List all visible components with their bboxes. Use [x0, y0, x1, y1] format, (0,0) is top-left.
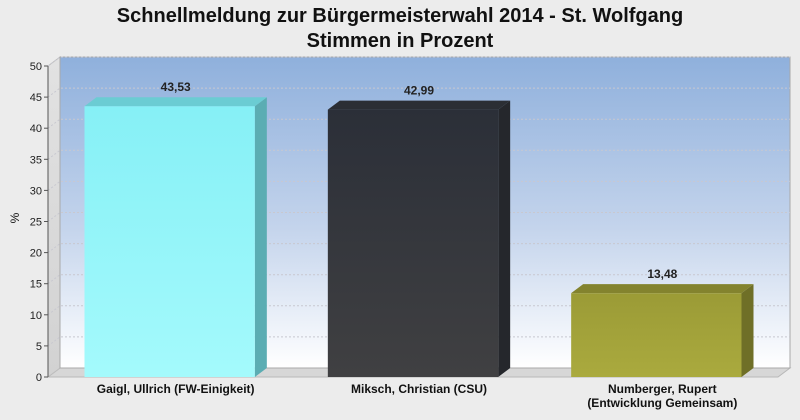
bar-front [84, 106, 255, 377]
bar [327, 100, 511, 377]
y-tick-label: 5 [36, 341, 42, 353]
grid-line [47, 87, 790, 98]
y-tick-label: 30 [30, 185, 42, 197]
bar [84, 97, 267, 377]
chart-subtitle: Stimmen in Prozent [306, 30, 494, 52]
bar-side [254, 97, 267, 377]
x-category-label: Numberger, Rupert (Entwicklung Gemeinsam) [587, 382, 737, 410]
y-axis: 0 5 10 15 20 25 30 35 40 45 50 [30, 61, 49, 384]
chart-title-block: Schnellmeldung zur Bürgermeisterwahl 201… [0, 4, 800, 54]
y-axis-label: % [8, 212, 22, 223]
x-axis: Gaigl, Ullrich (FW-Einigkeit) Miksch, Chr… [97, 382, 738, 410]
bar-front [327, 109, 499, 377]
bar [571, 284, 754, 377]
y-tick-label: 35 [30, 154, 42, 166]
y-tick-label: 0 [36, 372, 42, 384]
bar-side [741, 284, 754, 377]
data-label: 13,48 [647, 267, 677, 281]
data-label: 42,99 [404, 84, 434, 98]
y-tick-label: 50 [30, 61, 42, 73]
data-labels: 43,53 42,99 13,48 [161, 80, 678, 281]
y-tick-label: 25 [30, 217, 42, 229]
grid-line [47, 212, 790, 222]
grid-line [47, 336, 790, 347]
bar-top [571, 284, 754, 294]
y-tick-label: 45 [30, 92, 42, 104]
grid-line [47, 180, 790, 191]
grid-line [47, 56, 790, 67]
x-category-label: Miksch, Christian (CSU) [351, 382, 487, 396]
grid-line [47, 274, 790, 285]
y-tick-label: 15 [30, 279, 42, 291]
bar-top [327, 100, 511, 110]
y-tick-label: 10 [30, 310, 42, 322]
chart-title: Schnellmeldung zur Bürgermeisterwahl 201… [116, 5, 684, 27]
y-tick-label: 20 [30, 248, 42, 260]
x-category-label: Gaigl, Ullrich (FW-Einigkeit) [97, 382, 255, 396]
grid-line [47, 243, 790, 254]
grid-lines [47, 56, 790, 347]
data-label: 43,53 [161, 80, 191, 94]
bar-series [84, 97, 754, 377]
grid-line [47, 118, 790, 129]
bar-front [571, 293, 742, 377]
bar-side [498, 100, 511, 377]
bar-top [84, 97, 267, 107]
chart-left-wall [47, 56, 61, 378]
y-tick-label: 40 [30, 123, 42, 135]
grid-line [47, 149, 790, 160]
grid-line [47, 305, 790, 316]
